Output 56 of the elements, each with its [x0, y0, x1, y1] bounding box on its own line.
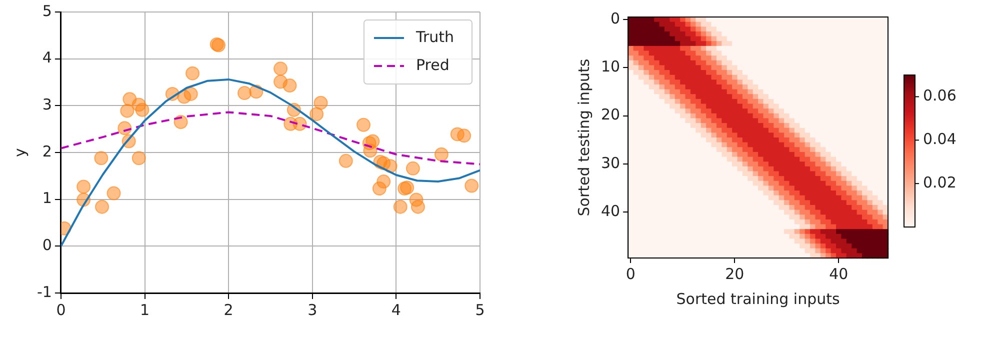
point [372, 182, 386, 196]
point [410, 200, 425, 214]
point [310, 107, 324, 122]
x-tick-label: 4 [391, 300, 401, 319]
x-tick-label: 0 [56, 300, 66, 319]
color-bar-label: 0.06 [923, 86, 956, 105]
point [400, 180, 414, 195]
point [464, 178, 479, 193]
y-tick-label: 0 [610, 9, 620, 28]
point [106, 186, 121, 200]
point [174, 115, 188, 130]
point [363, 144, 378, 158]
point [132, 151, 146, 166]
x-tick-label: 0 [626, 264, 636, 283]
color-bar-label: 0.04 [923, 130, 956, 148]
y-tick-label: 40 [600, 202, 620, 220]
y-tick-label: 20 [600, 106, 620, 124]
x-tick-label: 1 [140, 300, 150, 319]
color-bar-label: 0.02 [923, 173, 956, 192]
y-tick-label: 0 [42, 236, 52, 254]
y-tick-label: -1 [36, 282, 52, 301]
point [274, 62, 288, 76]
point [94, 151, 108, 166]
y-axis-title: Sorted testing inputs [574, 58, 593, 216]
point [282, 78, 297, 93]
line-series [60, 111, 480, 166]
y-axis-title: y [10, 148, 29, 157]
y-tick-label: 30 [600, 154, 620, 172]
y-tick-label: 4 [42, 48, 52, 67]
point [356, 118, 371, 132]
point [135, 102, 150, 117]
y-tick-label: 2 [42, 142, 52, 160]
legend-label: Pred [416, 56, 450, 74]
x-tick-label: 5 [475, 300, 485, 319]
point [186, 66, 200, 80]
x-tick-label: 3 [308, 300, 318, 319]
point [457, 128, 472, 143]
point [434, 147, 448, 162]
point [338, 154, 353, 168]
point [406, 161, 420, 176]
point [95, 200, 110, 214]
legend-label: Truth [414, 28, 454, 46]
point [184, 86, 198, 101]
y-tick-label: 3 [42, 96, 52, 114]
y-tick-label: 5 [42, 2, 52, 20]
point [393, 200, 408, 214]
x-tick-label: 20 [725, 264, 744, 283]
y-tick-label: 10 [600, 58, 620, 76]
point [120, 104, 134, 118]
point [238, 86, 252, 100]
point [314, 96, 328, 110]
x-tick-label: 2 [224, 300, 234, 319]
x-tick-label: 40 [829, 264, 848, 283]
x-axis-title: Sorted training inputs [676, 290, 840, 308]
y-tick-label: 1 [42, 189, 52, 208]
point [76, 180, 91, 194]
